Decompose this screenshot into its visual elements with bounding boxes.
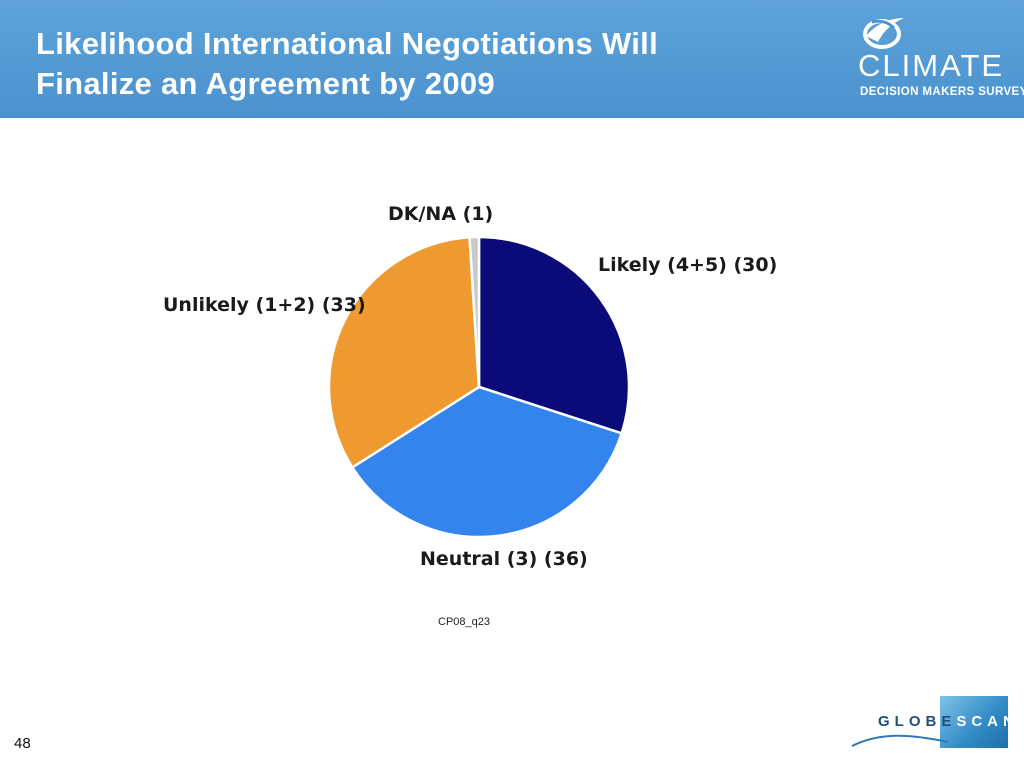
page-title: Likelihood International Negotiations Wi… xyxy=(36,24,816,104)
logo-word: CLIMATE xyxy=(858,48,1005,83)
page-number: 48 xyxy=(14,735,31,752)
pie-slice-neutral xyxy=(351,385,623,539)
pie-chart: DK/NA (1) Likely (4+5) (30) Unlikely (1+… xyxy=(150,190,810,610)
globescan-logo-part1: GLOBE xyxy=(878,713,957,730)
slice-label-dkna: DK/NA (1) xyxy=(388,203,494,225)
slice-label-likely: Likely (4+5) (30) xyxy=(598,254,778,276)
logo-subtitle: DECISION MAKERS SURVEY xyxy=(860,86,1024,98)
pie-slice-likely xyxy=(477,235,631,435)
globescan-logo-text: GLOBESCAN xyxy=(878,713,1019,730)
page-title-line-2: Finalize an Agreement by 2009 xyxy=(36,66,495,101)
globescan-logo-part2: SCAN xyxy=(956,713,1019,730)
slice-label-unlikely: Unlikely (1+2) (33) xyxy=(163,294,366,316)
slice-label-neutral: Neutral (3) (36) xyxy=(420,548,588,570)
pie-chart-canvas xyxy=(327,235,631,539)
swoosh-icon xyxy=(851,734,949,747)
bird-globe-icon xyxy=(863,18,904,49)
globescan-logo: GLOBESCAN xyxy=(850,696,1014,750)
question-code: CP08_q23 xyxy=(438,616,490,628)
globescan-logo-box xyxy=(940,696,1008,748)
page-title-line-1: Likelihood International Negotiations Wi… xyxy=(36,26,659,61)
header-banner: Likelihood International Negotiations Wi… xyxy=(0,0,1024,118)
pie-slice-dkna xyxy=(468,235,481,389)
pie-slice-unlikely xyxy=(327,236,481,469)
climate-survey-logo: CLIMATE DECISION MAKERS SURVEY xyxy=(858,14,1024,104)
